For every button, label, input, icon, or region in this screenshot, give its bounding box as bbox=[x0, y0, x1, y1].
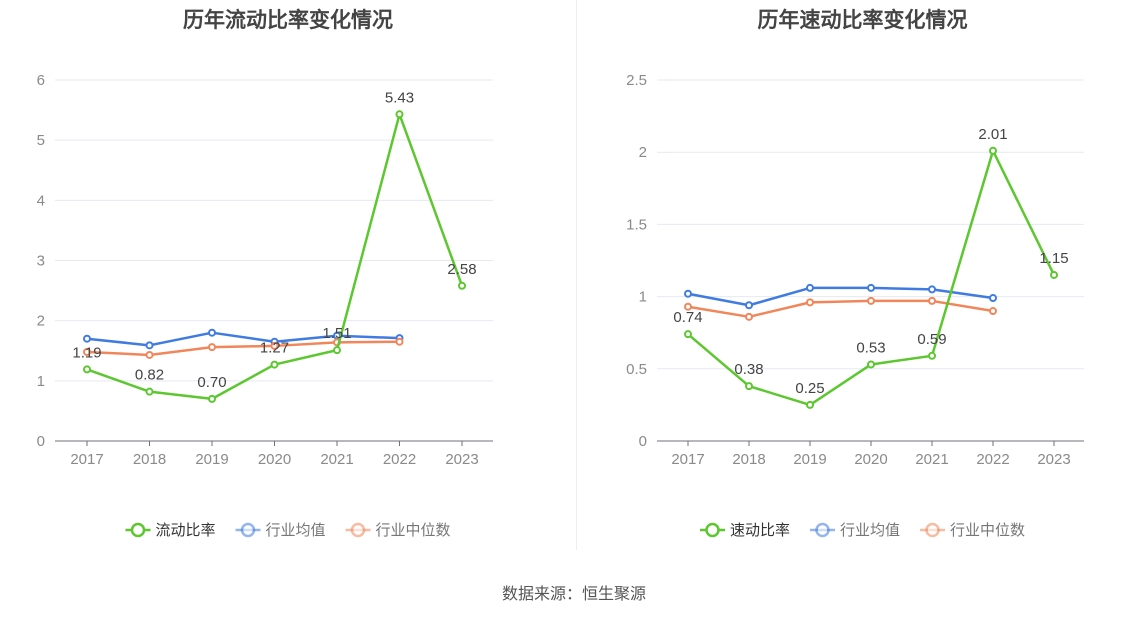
legend-marker bbox=[350, 522, 366, 538]
data-point bbox=[806, 283, 814, 292]
chart-title: 历年速动比率变化情况 bbox=[757, 9, 968, 32]
data-point bbox=[270, 360, 279, 369]
data-label: 2.01 bbox=[978, 126, 1007, 143]
data-label: 0.59 bbox=[917, 331, 946, 348]
data-point bbox=[270, 341, 279, 350]
data-point bbox=[867, 296, 875, 305]
y-tick-label: 0 bbox=[639, 433, 647, 450]
y-tick-label: 0.5 bbox=[626, 361, 647, 378]
data-point bbox=[208, 394, 216, 403]
data-point bbox=[989, 146, 997, 155]
data-point bbox=[867, 283, 875, 292]
y-tick-label: 6 bbox=[37, 72, 45, 89]
data-point bbox=[1050, 270, 1058, 279]
data-label: 0.74 bbox=[673, 309, 702, 326]
y-tick-label: 2 bbox=[639, 144, 647, 161]
data-label: 0.70 bbox=[197, 374, 226, 391]
x-tick-label: 2017 bbox=[70, 451, 103, 468]
data-source: 数据来源：恒生聚源 bbox=[501, 586, 646, 603]
data-point bbox=[806, 400, 814, 409]
x-tick-label: 2020 bbox=[258, 451, 291, 468]
y-tick-label: 2 bbox=[37, 313, 45, 330]
x-tick-label: 2022 bbox=[383, 451, 416, 468]
x-tick-label: 2017 bbox=[671, 451, 704, 468]
x-tick-label: 2020 bbox=[854, 451, 887, 468]
x-tick-label: 2021 bbox=[915, 451, 948, 468]
data-label: 5.43 bbox=[385, 89, 414, 106]
chart-plot: 0 1 2 3 4 5 6 2017 2018 2019 2020 2021 2022 2023 1.19 0… bbox=[37, 72, 493, 539]
x-tick-label: 2019 bbox=[195, 451, 228, 468]
chart-quick-ratio: 历年速动比率变化情况 0 0.5 1 1.5 2 2.5 2017 2018 2019 2020 2… bbox=[577, 0, 1148, 560]
data-point bbox=[395, 337, 404, 346]
y-tick-label: 4 bbox=[37, 192, 45, 209]
data-point bbox=[458, 281, 466, 290]
data-point bbox=[928, 351, 936, 360]
data-point bbox=[989, 307, 997, 316]
data-point bbox=[684, 330, 692, 339]
data-label: 0.25 bbox=[795, 380, 824, 397]
legend-marker bbox=[240, 522, 256, 538]
legend-label: 行业均值 bbox=[266, 522, 326, 539]
data-label: 0.38 bbox=[734, 361, 763, 378]
data-label: 1.51 bbox=[322, 325, 351, 342]
data-point bbox=[333, 346, 341, 355]
legend-label: 速动比率 bbox=[730, 522, 790, 539]
x-tick-label: 2018 bbox=[133, 451, 166, 468]
data-point bbox=[208, 343, 216, 352]
series-line-1 bbox=[86, 331, 400, 347]
legend-marker bbox=[705, 522, 720, 538]
y-tick-label: 3 bbox=[37, 253, 45, 270]
x-tick-label: 2022 bbox=[976, 451, 1009, 468]
data-label: 0.82 bbox=[135, 367, 164, 384]
data-point bbox=[684, 302, 692, 311]
divider bbox=[576, 0, 577, 550]
chart-title: 历年流动比率变化情况 bbox=[183, 9, 393, 32]
y-tick-label: 2.5 bbox=[626, 72, 647, 89]
legend-label: 行业中位数 bbox=[376, 522, 451, 539]
x-tick-label: 2023 bbox=[445, 451, 478, 468]
data-point bbox=[806, 298, 814, 307]
legend-label: 行业均值 bbox=[840, 522, 900, 539]
series-line-2 bbox=[86, 340, 400, 357]
data-point bbox=[145, 387, 154, 396]
data-point bbox=[145, 341, 154, 350]
data-point bbox=[208, 328, 216, 337]
y-tick-label: 1 bbox=[639, 289, 647, 306]
data-point bbox=[989, 294, 997, 303]
data-point bbox=[83, 347, 91, 356]
x-tick-label: 2021 bbox=[320, 451, 353, 468]
legend-marker bbox=[130, 522, 146, 538]
data-point bbox=[83, 334, 91, 343]
data-point bbox=[867, 360, 875, 369]
data-label: 2.58 bbox=[447, 261, 476, 278]
legend-label: 流动比率 bbox=[156, 522, 216, 539]
y-tick-label: 1 bbox=[37, 373, 45, 390]
data-point bbox=[745, 312, 753, 321]
x-tick-label: 2019 bbox=[793, 451, 826, 468]
data-point bbox=[745, 301, 753, 310]
chart-plot: 0 0.5 1 1.5 2 2.5 2017 2018 2019 2020 2021 2022 2023… bbox=[626, 72, 1084, 539]
series-line-1 bbox=[687, 286, 994, 307]
y-tick-label: 1.5 bbox=[626, 216, 647, 233]
legend-marker bbox=[815, 522, 830, 538]
x-tick-label: 2018 bbox=[732, 451, 765, 468]
data-point bbox=[83, 365, 91, 374]
y-tick-label: 5 bbox=[37, 132, 45, 149]
series-line-2 bbox=[687, 299, 994, 319]
data-point bbox=[928, 296, 936, 305]
data-point bbox=[395, 110, 404, 119]
data-point bbox=[928, 285, 936, 294]
data-label: 1.27 bbox=[260, 340, 289, 357]
legend-label: 行业中位数 bbox=[950, 522, 1025, 539]
chart-current-ratio: 历年流动比率变化情况 0 1 2 3 4 5 6 2017 2018 2019 2020 2021 20… bbox=[0, 0, 576, 560]
data-point bbox=[684, 289, 692, 298]
data-label: 1.15 bbox=[1039, 250, 1068, 267]
x-tick-label: 2023 bbox=[1037, 451, 1070, 468]
data-point bbox=[145, 350, 154, 359]
y-tick-label: 0 bbox=[37, 433, 45, 450]
legend-marker bbox=[925, 522, 940, 538]
data-point bbox=[745, 382, 753, 391]
data-label: 0.53 bbox=[856, 339, 885, 356]
data-label: 1.19 bbox=[72, 344, 101, 361]
